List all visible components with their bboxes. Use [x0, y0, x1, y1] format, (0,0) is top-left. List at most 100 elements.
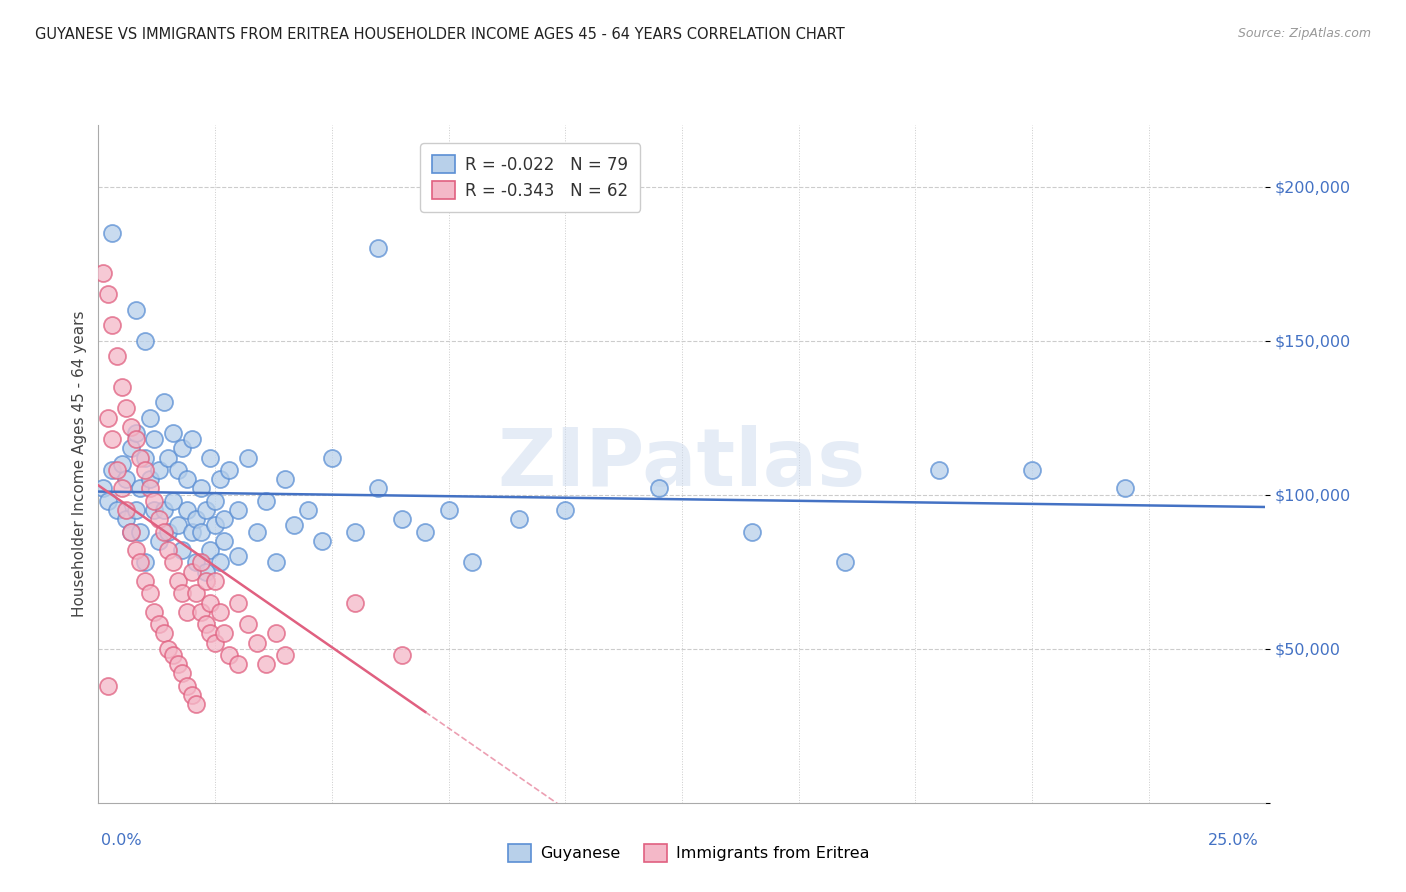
Point	[152, 524, 174, 539]
Point	[180, 565, 202, 579]
Point	[172, 442, 194, 456]
Point	[367, 241, 389, 255]
Point	[162, 648, 184, 662]
Point	[554, 503, 576, 517]
Point	[180, 524, 202, 539]
Text: Source: ZipAtlas.com: Source: ZipAtlas.com	[1237, 27, 1371, 40]
Point	[134, 556, 156, 570]
Text: 0.0%: 0.0%	[101, 833, 142, 847]
Point	[344, 595, 367, 609]
Point	[647, 482, 669, 496]
Point	[190, 524, 212, 539]
Point	[143, 503, 166, 517]
Legend: R = -0.022   N = 79, R = -0.343   N = 62: R = -0.022 N = 79, R = -0.343 N = 62	[420, 144, 640, 211]
Point	[120, 524, 142, 539]
Point	[166, 463, 188, 477]
Point	[143, 432, 166, 446]
Point	[218, 463, 240, 477]
Point	[236, 450, 259, 465]
Point	[166, 574, 188, 588]
Point	[194, 574, 217, 588]
Point	[143, 605, 166, 619]
Point	[120, 420, 142, 434]
Point	[105, 349, 128, 363]
Point	[176, 679, 198, 693]
Point	[157, 450, 180, 465]
Point	[274, 472, 297, 486]
Point	[97, 287, 120, 301]
Point	[97, 679, 120, 693]
Point	[214, 533, 236, 548]
Point	[367, 482, 389, 496]
Point	[148, 463, 170, 477]
Point	[208, 605, 231, 619]
Point	[157, 543, 180, 558]
Point	[166, 657, 188, 672]
Point	[134, 334, 156, 348]
Point	[101, 463, 124, 477]
Point	[297, 503, 319, 517]
Point	[134, 450, 156, 465]
Point	[120, 442, 142, 456]
Point	[105, 503, 128, 517]
Point	[148, 617, 170, 632]
Point	[200, 595, 222, 609]
Point	[125, 543, 148, 558]
Point	[139, 482, 162, 496]
Point	[194, 565, 217, 579]
Point	[246, 635, 269, 649]
Point	[152, 395, 174, 409]
Point	[125, 432, 148, 446]
Text: 25.0%: 25.0%	[1208, 833, 1258, 847]
Point	[391, 512, 413, 526]
Point	[139, 472, 162, 486]
Point	[176, 503, 198, 517]
Point	[105, 463, 128, 477]
Point	[928, 463, 950, 477]
Point	[115, 503, 138, 517]
Point	[200, 626, 222, 640]
Point	[413, 524, 436, 539]
Point	[190, 556, 212, 570]
Point	[204, 635, 226, 649]
Point	[152, 626, 174, 640]
Point	[148, 512, 170, 526]
Point	[204, 518, 226, 533]
Point	[120, 524, 142, 539]
Point	[190, 482, 212, 496]
Point	[172, 543, 194, 558]
Y-axis label: Householder Income Ages 45 - 64 years: Householder Income Ages 45 - 64 years	[72, 310, 87, 617]
Point	[152, 503, 174, 517]
Point	[91, 482, 114, 496]
Point	[139, 410, 162, 425]
Point	[190, 605, 212, 619]
Point	[461, 556, 484, 570]
Point	[228, 657, 250, 672]
Point	[256, 493, 278, 508]
Point	[186, 556, 208, 570]
Point	[101, 226, 124, 240]
Point	[129, 482, 152, 496]
Point	[91, 266, 114, 280]
Point	[186, 512, 208, 526]
Point	[172, 666, 194, 681]
Point	[311, 533, 333, 548]
Point	[180, 432, 202, 446]
Point	[176, 472, 198, 486]
Point	[214, 626, 236, 640]
Point	[1021, 463, 1043, 477]
Point	[194, 617, 217, 632]
Point	[214, 512, 236, 526]
Point	[129, 524, 152, 539]
Point	[134, 463, 156, 477]
Point	[204, 574, 226, 588]
Point	[218, 648, 240, 662]
Point	[256, 657, 278, 672]
Point	[200, 543, 222, 558]
Point	[115, 401, 138, 416]
Point	[391, 648, 413, 662]
Point	[228, 595, 250, 609]
Text: ZIPatlas: ZIPatlas	[498, 425, 866, 503]
Point	[129, 556, 152, 570]
Point	[246, 524, 269, 539]
